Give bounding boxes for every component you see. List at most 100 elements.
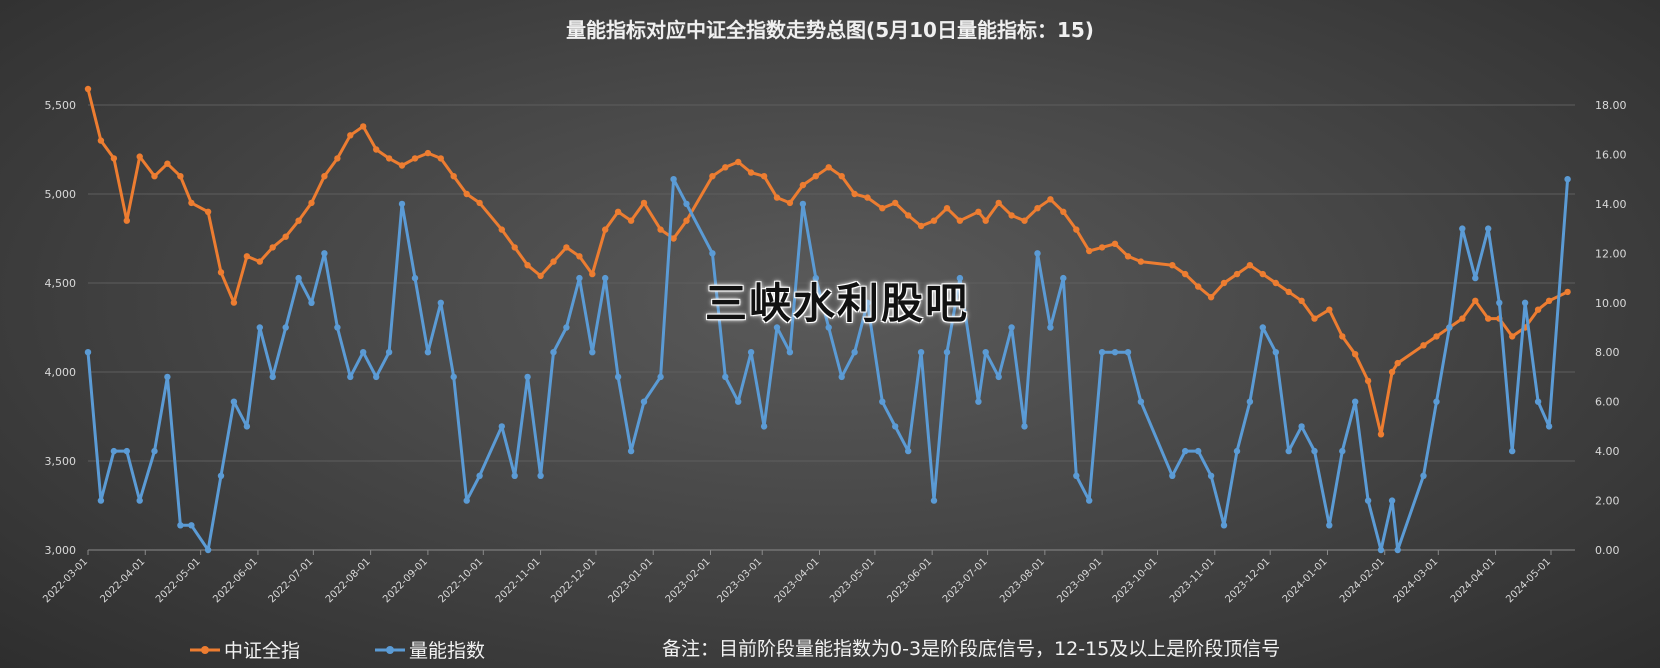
data-point xyxy=(614,373,622,381)
data-point xyxy=(437,299,444,306)
data-point xyxy=(463,190,470,198)
data-point xyxy=(1521,299,1529,306)
data-point xyxy=(956,274,964,282)
data-point xyxy=(256,324,263,331)
x-tick-label: 2023-06-01 xyxy=(885,556,934,605)
data-point xyxy=(657,226,664,233)
data-point xyxy=(136,153,143,160)
data-point xyxy=(424,149,432,157)
data-point xyxy=(177,173,184,180)
x-tick-label: 2024-05-01 xyxy=(1504,556,1553,605)
data-point xyxy=(97,137,105,144)
data-point xyxy=(385,155,393,162)
data-point xyxy=(450,173,457,180)
x-tick-label: 2023-08-01 xyxy=(998,556,1047,605)
x-tick-label: 2022-12-01 xyxy=(549,556,598,605)
data-point xyxy=(1008,324,1015,331)
data-point xyxy=(1047,196,1054,203)
data-point xyxy=(476,199,483,207)
data-point xyxy=(1034,205,1041,212)
legend-item-volume-index[interactable]: 量能指数 xyxy=(375,636,485,663)
y-right-tick-label: 4.00 xyxy=(1595,445,1620,458)
data-point xyxy=(879,398,886,405)
x-tick-label: 2022-03-01 xyxy=(41,556,90,605)
chart-title: 量能指标对应中证全指数走势总图(5月10日量能指标：15) xyxy=(566,18,1094,42)
data-point xyxy=(177,522,184,529)
data-point xyxy=(347,132,354,139)
data-point xyxy=(812,173,819,180)
data-point xyxy=(295,274,302,282)
data-point xyxy=(589,349,596,356)
data-point xyxy=(640,199,648,207)
data-point xyxy=(1459,225,1466,232)
data-point xyxy=(747,169,755,176)
data-point xyxy=(550,258,557,265)
data-point xyxy=(1086,497,1093,504)
data-point xyxy=(975,208,982,215)
data-point xyxy=(308,299,315,306)
data-point xyxy=(437,155,444,162)
data-point xyxy=(1352,351,1359,358)
data-point xyxy=(1073,472,1080,479)
data-point xyxy=(524,262,531,269)
data-point xyxy=(282,233,289,240)
data-point xyxy=(943,349,951,356)
data-point xyxy=(1098,244,1106,251)
data-point xyxy=(1137,398,1145,405)
data-point xyxy=(917,222,925,230)
data-point xyxy=(1086,247,1093,255)
data-point xyxy=(1124,349,1132,356)
x-tick-label: 2024-04-01 xyxy=(1449,556,1498,605)
data-point xyxy=(334,155,341,162)
data-point xyxy=(709,173,716,180)
data-point xyxy=(1394,359,1401,367)
data-point xyxy=(511,244,518,251)
data-point xyxy=(123,447,130,455)
data-point xyxy=(398,200,406,208)
data-point xyxy=(1047,324,1054,331)
data-point xyxy=(670,235,677,242)
data-point xyxy=(735,398,742,405)
x-tick-label: 2023-10-01 xyxy=(1111,556,1160,605)
data-point xyxy=(1496,299,1503,306)
legend-label-volume-index: 量能指数 xyxy=(409,640,486,662)
data-point xyxy=(524,373,531,381)
data-point xyxy=(1124,253,1132,260)
data-point xyxy=(424,349,432,356)
data-point xyxy=(1534,398,1542,405)
data-point xyxy=(243,253,251,260)
data-point xyxy=(450,373,457,381)
data-point xyxy=(1298,423,1305,430)
legend-label-csi-all: 中证全指 xyxy=(224,640,301,662)
data-point xyxy=(498,423,505,430)
data-point xyxy=(1420,472,1427,479)
data-point xyxy=(498,226,505,233)
data-point xyxy=(97,497,105,504)
legend-marker-blue-icon xyxy=(375,645,405,654)
series-line-1 xyxy=(86,177,1570,552)
legend-item-csi-all[interactable]: 中证全指 xyxy=(190,636,300,663)
data-point xyxy=(892,423,899,430)
data-point xyxy=(1259,270,1267,278)
data-point xyxy=(1377,546,1385,554)
data-point xyxy=(321,173,328,180)
data-point xyxy=(1021,217,1028,224)
data-point xyxy=(360,349,367,356)
x-tick-label: 2024-01-01 xyxy=(1281,556,1330,605)
y-right-tick-label: 14.00 xyxy=(1595,198,1627,211)
data-point xyxy=(1195,283,1202,290)
data-point xyxy=(1352,398,1359,405)
data-point xyxy=(1246,398,1254,405)
data-point xyxy=(110,447,118,455)
y-right-tick-label: 16.00 xyxy=(1595,148,1627,161)
data-point xyxy=(589,270,596,278)
data-point xyxy=(1137,258,1145,265)
data-point xyxy=(1233,270,1241,278)
data-point xyxy=(1169,472,1176,479)
data-point xyxy=(683,217,690,224)
data-point xyxy=(1326,306,1333,313)
data-point xyxy=(602,226,609,233)
data-point xyxy=(1272,349,1280,356)
data-point xyxy=(1259,324,1267,331)
data-point xyxy=(321,250,328,257)
